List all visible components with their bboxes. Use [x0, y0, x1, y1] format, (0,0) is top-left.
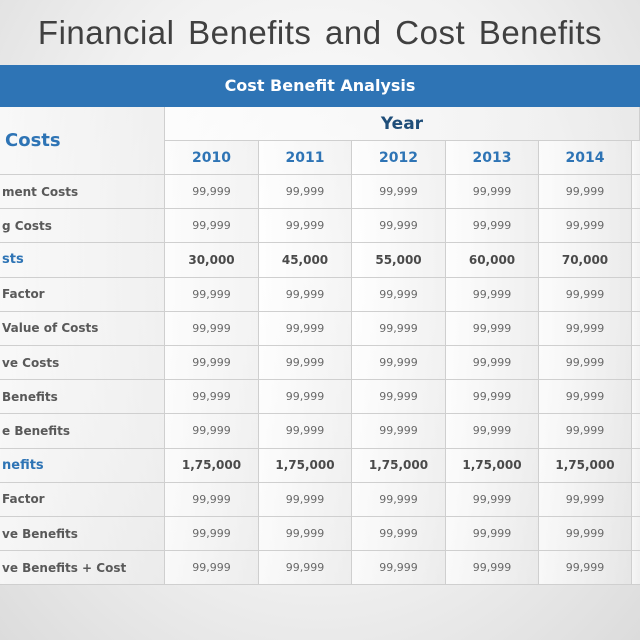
table-cell: 99,999 [539, 414, 632, 449]
extra-column-cell [632, 517, 640, 552]
table-cell: 99,999 [165, 209, 259, 244]
table-banner: Cost Benefit Analysis [0, 65, 640, 107]
row-label: ve Benefits + Cost [0, 551, 165, 586]
table-cell: 99,999 [352, 346, 446, 381]
table-cell: 99,999 [259, 346, 352, 381]
corner-header: Costs [0, 107, 165, 175]
table-cell: 55,000 [352, 243, 446, 278]
table-cell: 99,999 [446, 277, 539, 312]
extra-column-cell [632, 380, 640, 415]
table-cell: 99,999 [165, 517, 259, 552]
row-label: g Costs [0, 209, 165, 244]
table-cell: 1,75,000 [165, 448, 259, 483]
table-cell: 99,999 [539, 277, 632, 312]
table-cell: 99,999 [259, 209, 352, 244]
extra-column-cell [632, 346, 640, 381]
table-cell: 99,999 [165, 311, 259, 346]
extra-column-cell [632, 311, 640, 346]
table-cell: 99,999 [352, 175, 446, 210]
table-cell: 99,999 [539, 517, 632, 552]
table-cell: 99,999 [352, 517, 446, 552]
table-cell: 99,999 [352, 380, 446, 415]
table-cell: 99,999 [352, 551, 446, 586]
row-label: ve Benefits [0, 517, 165, 552]
table-cell: 1,75,000 [352, 448, 446, 483]
table-cell: 99,999 [165, 414, 259, 449]
table-cell: 99,999 [539, 175, 632, 210]
table-cell: 99,999 [165, 277, 259, 312]
table-cell: 99,999 [259, 380, 352, 415]
row-label: Factor [0, 482, 165, 517]
table-cell: 99,999 [446, 311, 539, 346]
year-column-header: 2010 [165, 141, 259, 175]
extra-column-cell [632, 482, 640, 517]
table-cell: 1,75,000 [539, 448, 632, 483]
table-cell: 99,999 [446, 414, 539, 449]
table-cell: 99,999 [165, 551, 259, 586]
year-column-header: 2011 [259, 141, 352, 175]
table-cell: 99,999 [259, 277, 352, 312]
table-cell: 99,999 [446, 551, 539, 586]
table-cell: 99,999 [259, 414, 352, 449]
table-cell: 30,000 [165, 243, 259, 278]
row-label: e Benefits [0, 414, 165, 449]
table-cell: 99,999 [446, 209, 539, 244]
table-cell: 99,999 [446, 346, 539, 381]
slide-title: Financial Benefits and Cost Benefits [37, 14, 603, 51]
extra-column-cell [632, 277, 640, 312]
table-cell: 99,999 [165, 482, 259, 517]
table-cell: 99,999 [259, 175, 352, 210]
table-cell: 99,999 [259, 517, 352, 552]
table-cell: 99,999 [259, 551, 352, 586]
table-cell: 99,999 [165, 380, 259, 415]
table-cell: 99,999 [352, 277, 446, 312]
row-label: Benefits [0, 380, 165, 415]
table-cell: 45,000 [259, 243, 352, 278]
row-label: Factor [0, 277, 165, 312]
table-cell: 70,000 [539, 243, 632, 278]
extra-column-cell [632, 209, 640, 244]
table-cell: 99,999 [259, 311, 352, 346]
table-cell: 99,999 [539, 380, 632, 415]
table-cell: 99,999 [539, 346, 632, 381]
table-cell: 99,999 [446, 380, 539, 415]
table-cell: 99,999 [259, 482, 352, 517]
table-cell: 99,999 [539, 482, 632, 517]
extra-column-cell [632, 243, 640, 278]
year-column-header: 2012 [352, 141, 446, 175]
table-cell: 99,999 [446, 482, 539, 517]
table-cell: 99,999 [352, 311, 446, 346]
table-cell: 60,000 [446, 243, 539, 278]
year-header: Year [165, 107, 640, 141]
extra-column-cell [632, 448, 640, 483]
table-cell: 99,999 [165, 346, 259, 381]
extra-column-cell [632, 551, 640, 586]
extra-column-cell [632, 175, 640, 210]
table-cell: 1,75,000 [446, 448, 539, 483]
table-cell: 99,999 [352, 482, 446, 517]
year-column-header: 2013 [446, 141, 539, 175]
row-label: ment Costs [0, 175, 165, 210]
extra-column-header [632, 141, 640, 175]
table-cell: 99,999 [352, 209, 446, 244]
table-cell: 99,999 [539, 209, 632, 244]
table-cell: 99,999 [539, 311, 632, 346]
table-cell: 1,75,000 [259, 448, 352, 483]
table-cell: 99,999 [165, 175, 259, 210]
row-label: ve Costs [0, 346, 165, 381]
extra-column-cell [632, 414, 640, 449]
row-label: sts [0, 243, 165, 278]
row-label: Value of Costs [0, 311, 165, 346]
table-cell: 99,999 [539, 551, 632, 586]
year-column-header: 2014 [539, 141, 632, 175]
table-cell: 99,999 [446, 175, 539, 210]
table-cell: 99,999 [446, 517, 539, 552]
table-cell: 99,999 [352, 414, 446, 449]
row-label: nefits [0, 448, 165, 483]
